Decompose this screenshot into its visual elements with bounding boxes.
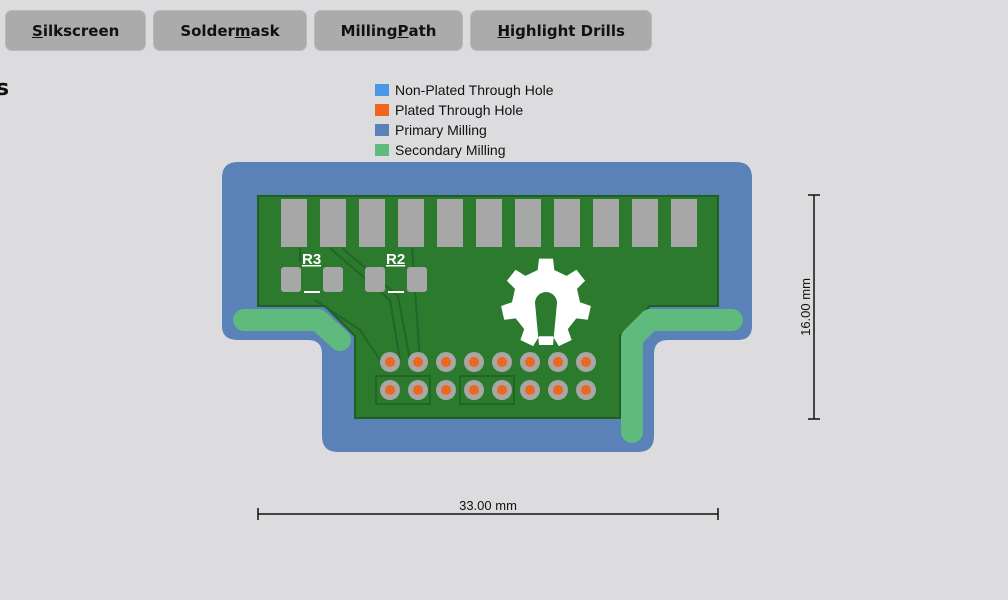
pth-hole (520, 380, 540, 400)
edge-pad (398, 199, 424, 247)
resistor-pad (365, 267, 385, 292)
pth-hole (492, 380, 512, 400)
pth-hole (520, 352, 540, 372)
pth-hole (436, 380, 456, 400)
edge-connector-pads (281, 199, 697, 247)
resistor-pad (407, 267, 427, 292)
resistor-r2: R2 (365, 251, 427, 293)
pth-swatch (375, 104, 389, 116)
button-label: ath (408, 21, 437, 40)
button-mnemonic: H (497, 21, 511, 40)
edge-pad (281, 199, 307, 247)
pth-hole (408, 380, 428, 400)
height-dimension-label: 16.00 mm (798, 278, 813, 336)
copper-traces (299, 247, 421, 361)
pth-hole (436, 352, 456, 372)
r2-label: R2 (386, 251, 405, 268)
edge-pad (632, 199, 658, 247)
pth-hole (464, 352, 484, 372)
plated-through-holes (380, 352, 596, 400)
legend-item-primary-milling: Primary Milling (375, 120, 554, 140)
edge-pad (437, 199, 463, 247)
button-mnemonic: m (234, 21, 251, 40)
legend-label: Secondary Milling (395, 142, 506, 158)
npth-swatch (375, 84, 389, 96)
header-outline (459, 375, 515, 405)
button-label: Solder (180, 21, 235, 40)
legend-label: Non-Plated Through Hole (395, 82, 554, 98)
soldermask-button[interactable]: Solder m ask (153, 10, 307, 51)
button-label: ilkscreen (42, 21, 120, 40)
pth-hole (576, 380, 596, 400)
pth-hole (548, 352, 568, 372)
button-label: ask (250, 21, 280, 40)
button-mnemonic: P (397, 21, 409, 40)
open-hardware-gear-icon (501, 258, 591, 347)
pth-hole (576, 352, 596, 372)
legend-item-npth: Non-Plated Through Hole (375, 80, 554, 100)
r3-label: R3 (302, 251, 321, 268)
secondary-milling-paths (233, 309, 743, 443)
pth-hole (380, 380, 400, 400)
height-dimension (808, 194, 820, 420)
button-label: Milling (340, 21, 398, 40)
legend-label: Plated Through Hole (395, 102, 524, 118)
edge-pad (476, 199, 502, 247)
legend-label: Primary Milling (395, 122, 487, 138)
legend: Non-Plated Through Hole Plated Through H… (375, 80, 554, 160)
width-dimension-label: 33.00 mm (459, 498, 517, 513)
legend-item-secondary-milling: Secondary Milling (375, 140, 554, 160)
button-label: ighlight Drills (510, 21, 625, 40)
edge-pad (593, 199, 619, 247)
pth-hole (408, 352, 428, 372)
edge-pad (554, 199, 580, 247)
pth-hole (492, 352, 512, 372)
edge-pad (320, 199, 346, 247)
resistor-pad (323, 267, 343, 292)
button-mnemonic: S (32, 21, 43, 40)
pth-hole (548, 380, 568, 400)
resistor-pad (281, 267, 301, 292)
edge-pad (671, 199, 697, 247)
header-outline (375, 375, 431, 405)
pcb-board (257, 195, 719, 419)
sidebar-title-fragment: s (0, 76, 10, 101)
secondary-milling-swatch (375, 144, 389, 156)
legend-item-pth: Plated Through Hole (375, 100, 554, 120)
pth-hole (464, 380, 484, 400)
edge-pad (515, 199, 541, 247)
width-dimension (257, 508, 719, 520)
resistor-r3: R3 (281, 251, 343, 293)
primary-milling-swatch (375, 124, 389, 136)
edge-pad (359, 199, 385, 247)
pth-hole (380, 352, 400, 372)
